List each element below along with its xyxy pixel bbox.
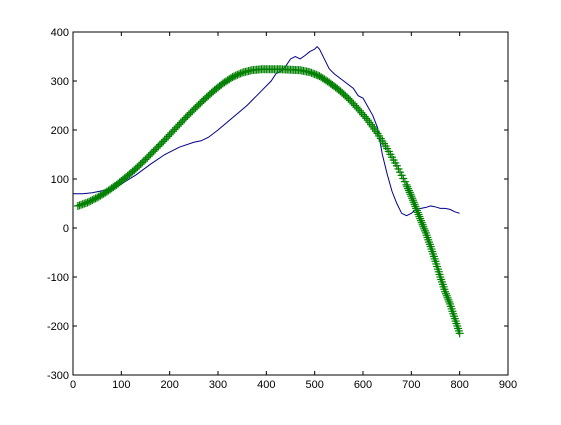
marker-point [362,114,371,123]
marker-point [413,208,422,217]
series-1-markers [73,65,464,338]
marker-point [412,204,421,213]
marker-point [404,186,413,195]
y-tick-label: 0 [63,223,69,235]
marker-point [412,206,421,215]
marker-point [419,222,428,231]
x-tick-label: 100 [112,379,130,391]
marker-point [417,218,426,227]
plot-background [73,32,508,375]
marker-point [420,224,429,233]
x-tick-label: 900 [499,379,517,391]
marker-point [443,293,452,302]
marker-point [403,182,412,191]
marker-point [406,190,415,199]
marker-point [455,329,464,338]
marker-point [418,220,427,229]
marker-point [409,198,418,207]
marker-point [415,212,424,221]
y-tick-label: 300 [51,76,69,88]
marker-point [411,202,420,211]
x-tick-label: 800 [450,379,468,391]
y-tick-label: 200 [51,125,69,137]
x-tick-label: 700 [402,379,420,391]
x-tick-label: 600 [354,379,372,391]
y-tick-label: -300 [47,370,69,382]
y-tick-label: 400 [51,27,69,39]
x-tick-label: 200 [160,379,178,391]
y-tick-label: 100 [51,174,69,186]
marker-point [405,188,414,197]
marker-point [414,210,423,219]
y-tick-label: -200 [47,321,69,333]
x-tick-label: 500 [305,379,323,391]
plot-area [73,32,508,375]
marker-point [407,192,416,201]
x-tick-label: 0 [70,379,76,391]
axes-layer: 0 100 200 300 400 500 600 700 800 900 -300 -200 -100… [47,27,517,391]
x-tick-label: 400 [257,379,275,391]
marker-point [441,287,450,296]
marker-point [404,184,413,193]
marker-point [408,194,417,203]
marker-point [408,196,417,205]
marker-point [442,291,451,300]
axes-box [72,31,509,376]
marker-point [444,295,453,304]
series-layer [73,45,464,338]
marker-point [441,289,450,298]
y-tick-label: -100 [47,272,69,284]
marker-point [417,216,425,225]
marker-point [416,214,425,223]
x-tick-label: 300 [209,379,227,391]
marker-point [410,200,419,209]
marker-point [445,297,454,306]
marker-point [421,226,430,235]
marker-point [402,180,411,189]
